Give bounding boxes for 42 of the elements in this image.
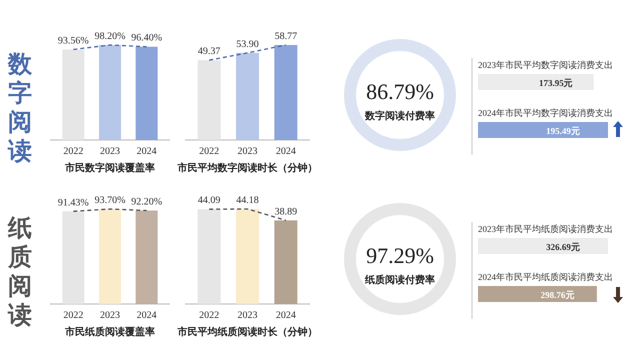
x-axis-title: 市民数字阅读覆盖率	[64, 162, 155, 174]
text: 数字阅读	[7, 51, 33, 165]
y-tick-label: 2023年市民平均数字阅读消费支出	[478, 60, 613, 70]
data-label: 173.95元	[538, 78, 573, 88]
x-tick-label: 2024	[276, 146, 296, 157]
x-tick-label: 2022	[63, 310, 84, 321]
x-axis-title: 市民纸质阅读覆盖率	[64, 326, 155, 338]
data-label: 91.43%	[58, 197, 89, 208]
x-tick-label: 2024	[136, 310, 157, 321]
y-tick-label: 2023年市民平均纸质阅读消费支出	[478, 224, 613, 234]
text: 86.79%	[366, 79, 434, 104]
data-label: 195.49元	[546, 126, 580, 136]
data-label: 93.56%	[58, 35, 89, 46]
x-axis-title: 市民平均纸质阅读时长（分钟）	[176, 326, 318, 338]
x-tick-label: 2024	[276, 310, 296, 321]
x-tick-label: 2023	[238, 146, 258, 157]
data-label: 49.37	[198, 46, 220, 58]
text: 97.29%	[366, 243, 434, 268]
text: 纸质阅读付费率	[364, 274, 435, 286]
text: 数字阅读付费率	[364, 110, 435, 122]
y-tick-label: 2024年市民平均纸质阅读消费支出	[478, 272, 613, 282]
data-label: 38.89	[274, 206, 298, 218]
data-label: 53.90	[236, 38, 259, 50]
data-label: 93.70%	[94, 195, 126, 206]
x-tick-label: 2022	[63, 146, 84, 157]
text: 纸质阅读	[7, 215, 32, 329]
x-tick-label: 2023	[100, 146, 120, 157]
y-tick-label: 2024年市民平均数字阅读消费支出	[478, 108, 613, 118]
data-label: 326.69元	[546, 242, 580, 252]
x-tick-label: 2022	[199, 310, 220, 321]
x-tick-label: 2023	[100, 310, 120, 321]
x-tick-label: 2023	[238, 310, 258, 321]
data-label: 92.20%	[131, 196, 162, 208]
data-label: 98.20%	[94, 31, 126, 42]
data-label: 96.40%	[131, 32, 162, 44]
x-tick-label: 2024	[136, 146, 157, 157]
x-tick-label: 2022	[199, 146, 220, 157]
data-label: 298.76元	[540, 290, 574, 300]
x-axis-title: 市民平均数字阅读时长（分钟）	[176, 162, 318, 174]
data-label: 58.77	[274, 31, 298, 42]
data-label: 44.09	[198, 195, 220, 206]
data-label: 44.18	[236, 195, 259, 206]
